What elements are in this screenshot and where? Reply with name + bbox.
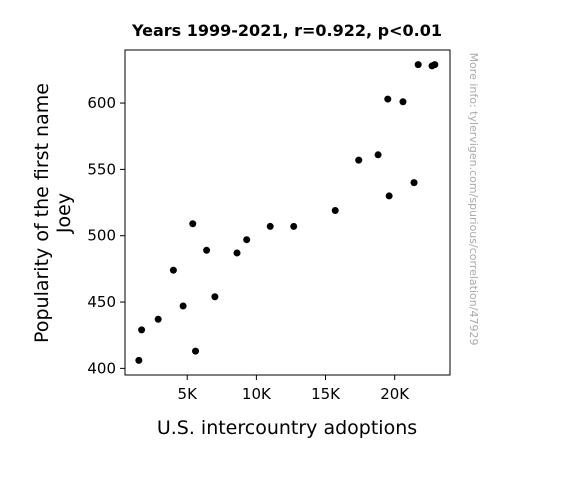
data-point [189,220,197,228]
data-point [154,315,162,323]
x-tick-label: 10K [242,385,272,403]
y-tick-label: 550 [87,160,116,178]
data-point [203,246,211,254]
x-tick-label: 20K [380,385,410,403]
y-axis-label-line-2: Joey [53,193,75,234]
plot-area: 5K 10K 15K 20K 400 450 500 550 600 [87,49,451,403]
data-point [266,222,274,230]
y-tick-label: 500 [87,227,116,245]
data-point [384,95,392,103]
x-axis: 5K 10K 15K 20K [178,375,410,403]
data-point [169,266,177,274]
x-axis-label: U.S. intercountry adoptions [157,417,417,439]
watermark-text: More info: tylervigen.com/spurious/corre… [467,53,480,346]
plot-frame [124,49,451,376]
data-point [233,249,241,257]
y-tick-label: 600 [87,94,116,112]
data-point [410,179,418,187]
x-tick-label: 5K [178,385,199,403]
y-axis-label-line-1: Popularity of the first name [31,83,53,343]
data-point [138,326,146,334]
data-point [414,61,422,69]
data-point [211,293,219,301]
data-point [243,236,251,244]
y-axis: 400 450 500 550 600 [87,94,125,377]
data-point [192,347,200,355]
data-point [385,192,393,200]
data-points [135,61,439,364]
data-point [374,151,382,159]
y-tick-label: 400 [87,359,116,377]
data-point [431,61,439,69]
data-point [290,222,298,230]
y-tick-label: 450 [87,293,116,311]
x-tick-label: 15K [311,385,341,403]
data-point [399,98,407,106]
data-point [355,156,363,164]
data-point [179,302,187,310]
data-point [135,356,143,364]
data-point [331,207,339,215]
chart-title: Years 1999-2021, r=0.922, p<0.01 [131,21,442,40]
